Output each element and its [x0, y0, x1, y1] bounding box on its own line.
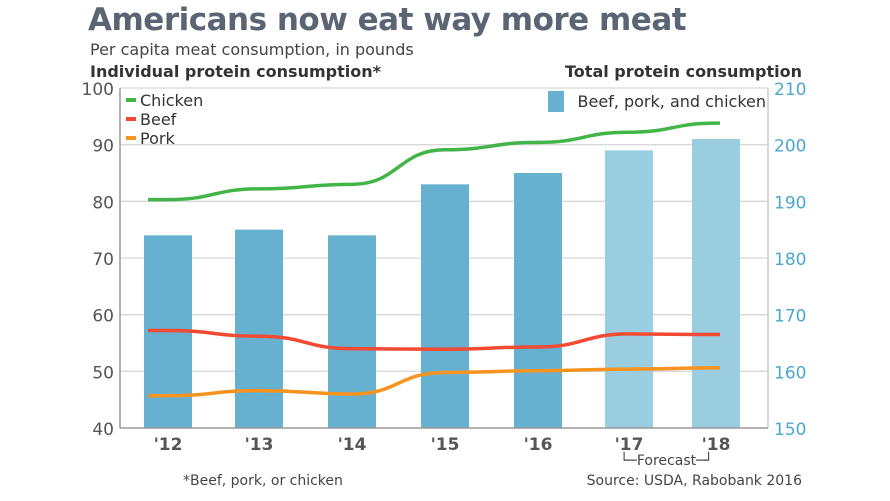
footnote: *Beef, pork, or chicken [183, 473, 343, 489]
x-tick-label: '16 [524, 435, 553, 455]
series-line-chicken [148, 121, 720, 202]
right-tick-label: 190 [774, 193, 806, 213]
right-tick-label: 170 [774, 307, 806, 327]
x-tick-label: '17 [615, 435, 644, 455]
series-line-pork [148, 366, 720, 398]
legend-swatch-bars [548, 91, 564, 112]
bar-17 [605, 150, 653, 429]
bar-15 [421, 184, 469, 428]
chart-title: Americans now eat way more meat [88, 2, 687, 38]
bar-18 [692, 139, 740, 428]
left-tick-label: 50 [92, 363, 114, 383]
x-tick-label: '15 [431, 435, 460, 455]
x-tick-label: '14 [338, 435, 367, 455]
bar-13 [235, 229, 283, 428]
left-tick-label: 40 [92, 420, 114, 440]
source-note: Source: USDA, Rabobank 2016 [586, 473, 802, 489]
right-tick-label: 200 [774, 137, 806, 157]
forecast-label: └─Forecast─┘ [620, 453, 713, 469]
chart-subtitle: Per capita meat consumption, in pounds [90, 40, 414, 59]
x-tick-label: '18 [702, 435, 731, 455]
right-tick-label: 150 [774, 420, 806, 440]
legend-label-bars: Beef, pork, and chicken [578, 92, 766, 111]
right-tick-label: 210 [774, 80, 806, 100]
x-tick-label: '13 [245, 435, 274, 455]
left-tick-label: 60 [92, 307, 114, 327]
bar-16 [514, 173, 562, 428]
left-tick-label: 80 [92, 193, 114, 213]
x-tick-label: '12 [154, 435, 183, 455]
left-axis-title: Individual protein consumption* [90, 62, 381, 81]
legend-label-pork: Pork [140, 129, 175, 148]
legend-label-beef: Beef [140, 110, 177, 129]
legend-label-chicken: Chicken [140, 91, 203, 110]
left-tick-label: 70 [92, 250, 114, 270]
right-tick-label: 160 [774, 363, 806, 383]
right-axis-title: Total protein consumption [565, 62, 802, 81]
left-tick-label: 100 [82, 80, 114, 100]
right-tick-label: 180 [774, 250, 806, 270]
left-tick-label: 90 [92, 137, 114, 157]
series-line-beef [148, 328, 720, 351]
bar-14 [328, 235, 376, 428]
